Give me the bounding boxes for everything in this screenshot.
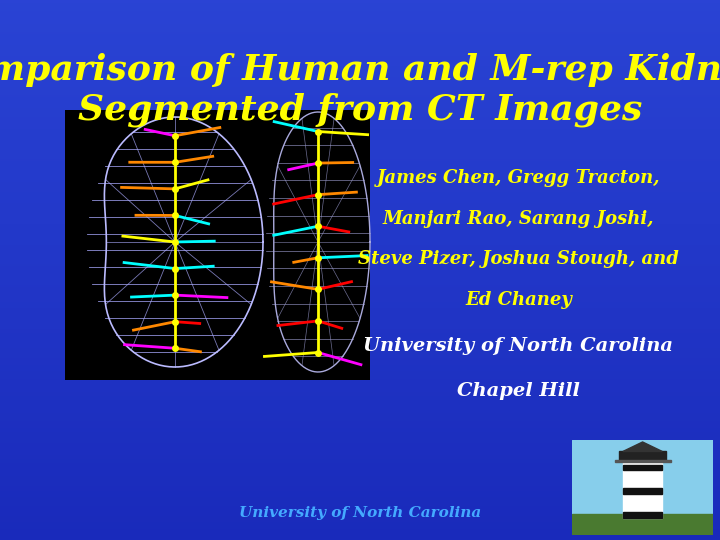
Text: Steve Pizer, Joshua Stough, and: Steve Pizer, Joshua Stough, and: [358, 250, 679, 268]
Bar: [572, 514, 713, 535]
Bar: [618, 451, 667, 461]
Text: Ed Chaney: Ed Chaney: [465, 291, 572, 309]
Bar: [623, 512, 662, 517]
Text: Segmented from CT Images: Segmented from CT Images: [78, 93, 642, 127]
Text: James Chen, Gregg Tracton,: James Chen, Gregg Tracton,: [377, 169, 660, 187]
Polygon shape: [623, 442, 662, 451]
Text: University of North Carolina: University of North Carolina: [239, 506, 481, 520]
Text: Chapel Hill: Chapel Hill: [457, 382, 580, 401]
Text: University of North Carolina: University of North Carolina: [364, 336, 673, 355]
Text: Comparison of Human and M-rep Kidneys: Comparison of Human and M-rep Kidneys: [0, 53, 720, 87]
Text: Manjari Rao, Sarang Joshi,: Manjari Rao, Sarang Joshi,: [382, 210, 654, 228]
Bar: [623, 459, 662, 517]
Bar: [615, 460, 671, 462]
Bar: [623, 464, 662, 470]
Bar: [623, 488, 662, 494]
Bar: [65, 110, 370, 380]
